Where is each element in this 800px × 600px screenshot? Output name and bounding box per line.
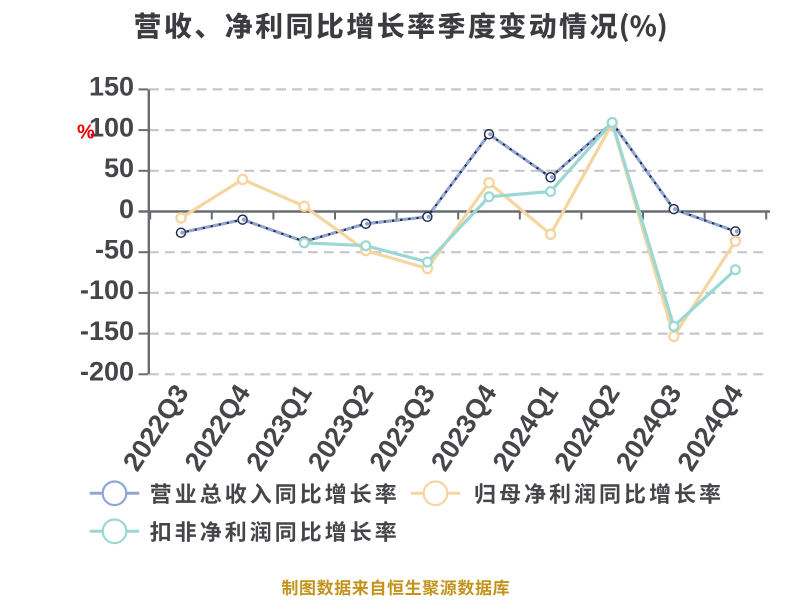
svg-text:%: % <box>77 122 95 144</box>
svg-text:-50: -50 <box>95 235 134 265</box>
svg-text:100: 100 <box>89 112 134 142</box>
svg-text:50: 50 <box>104 153 134 183</box>
svg-text:0: 0 <box>119 194 134 224</box>
svg-text:150: 150 <box>89 72 134 102</box>
svg-text:-150: -150 <box>80 316 134 346</box>
svg-text:-200: -200 <box>80 357 134 387</box>
svg-text:-100: -100 <box>80 275 134 305</box>
